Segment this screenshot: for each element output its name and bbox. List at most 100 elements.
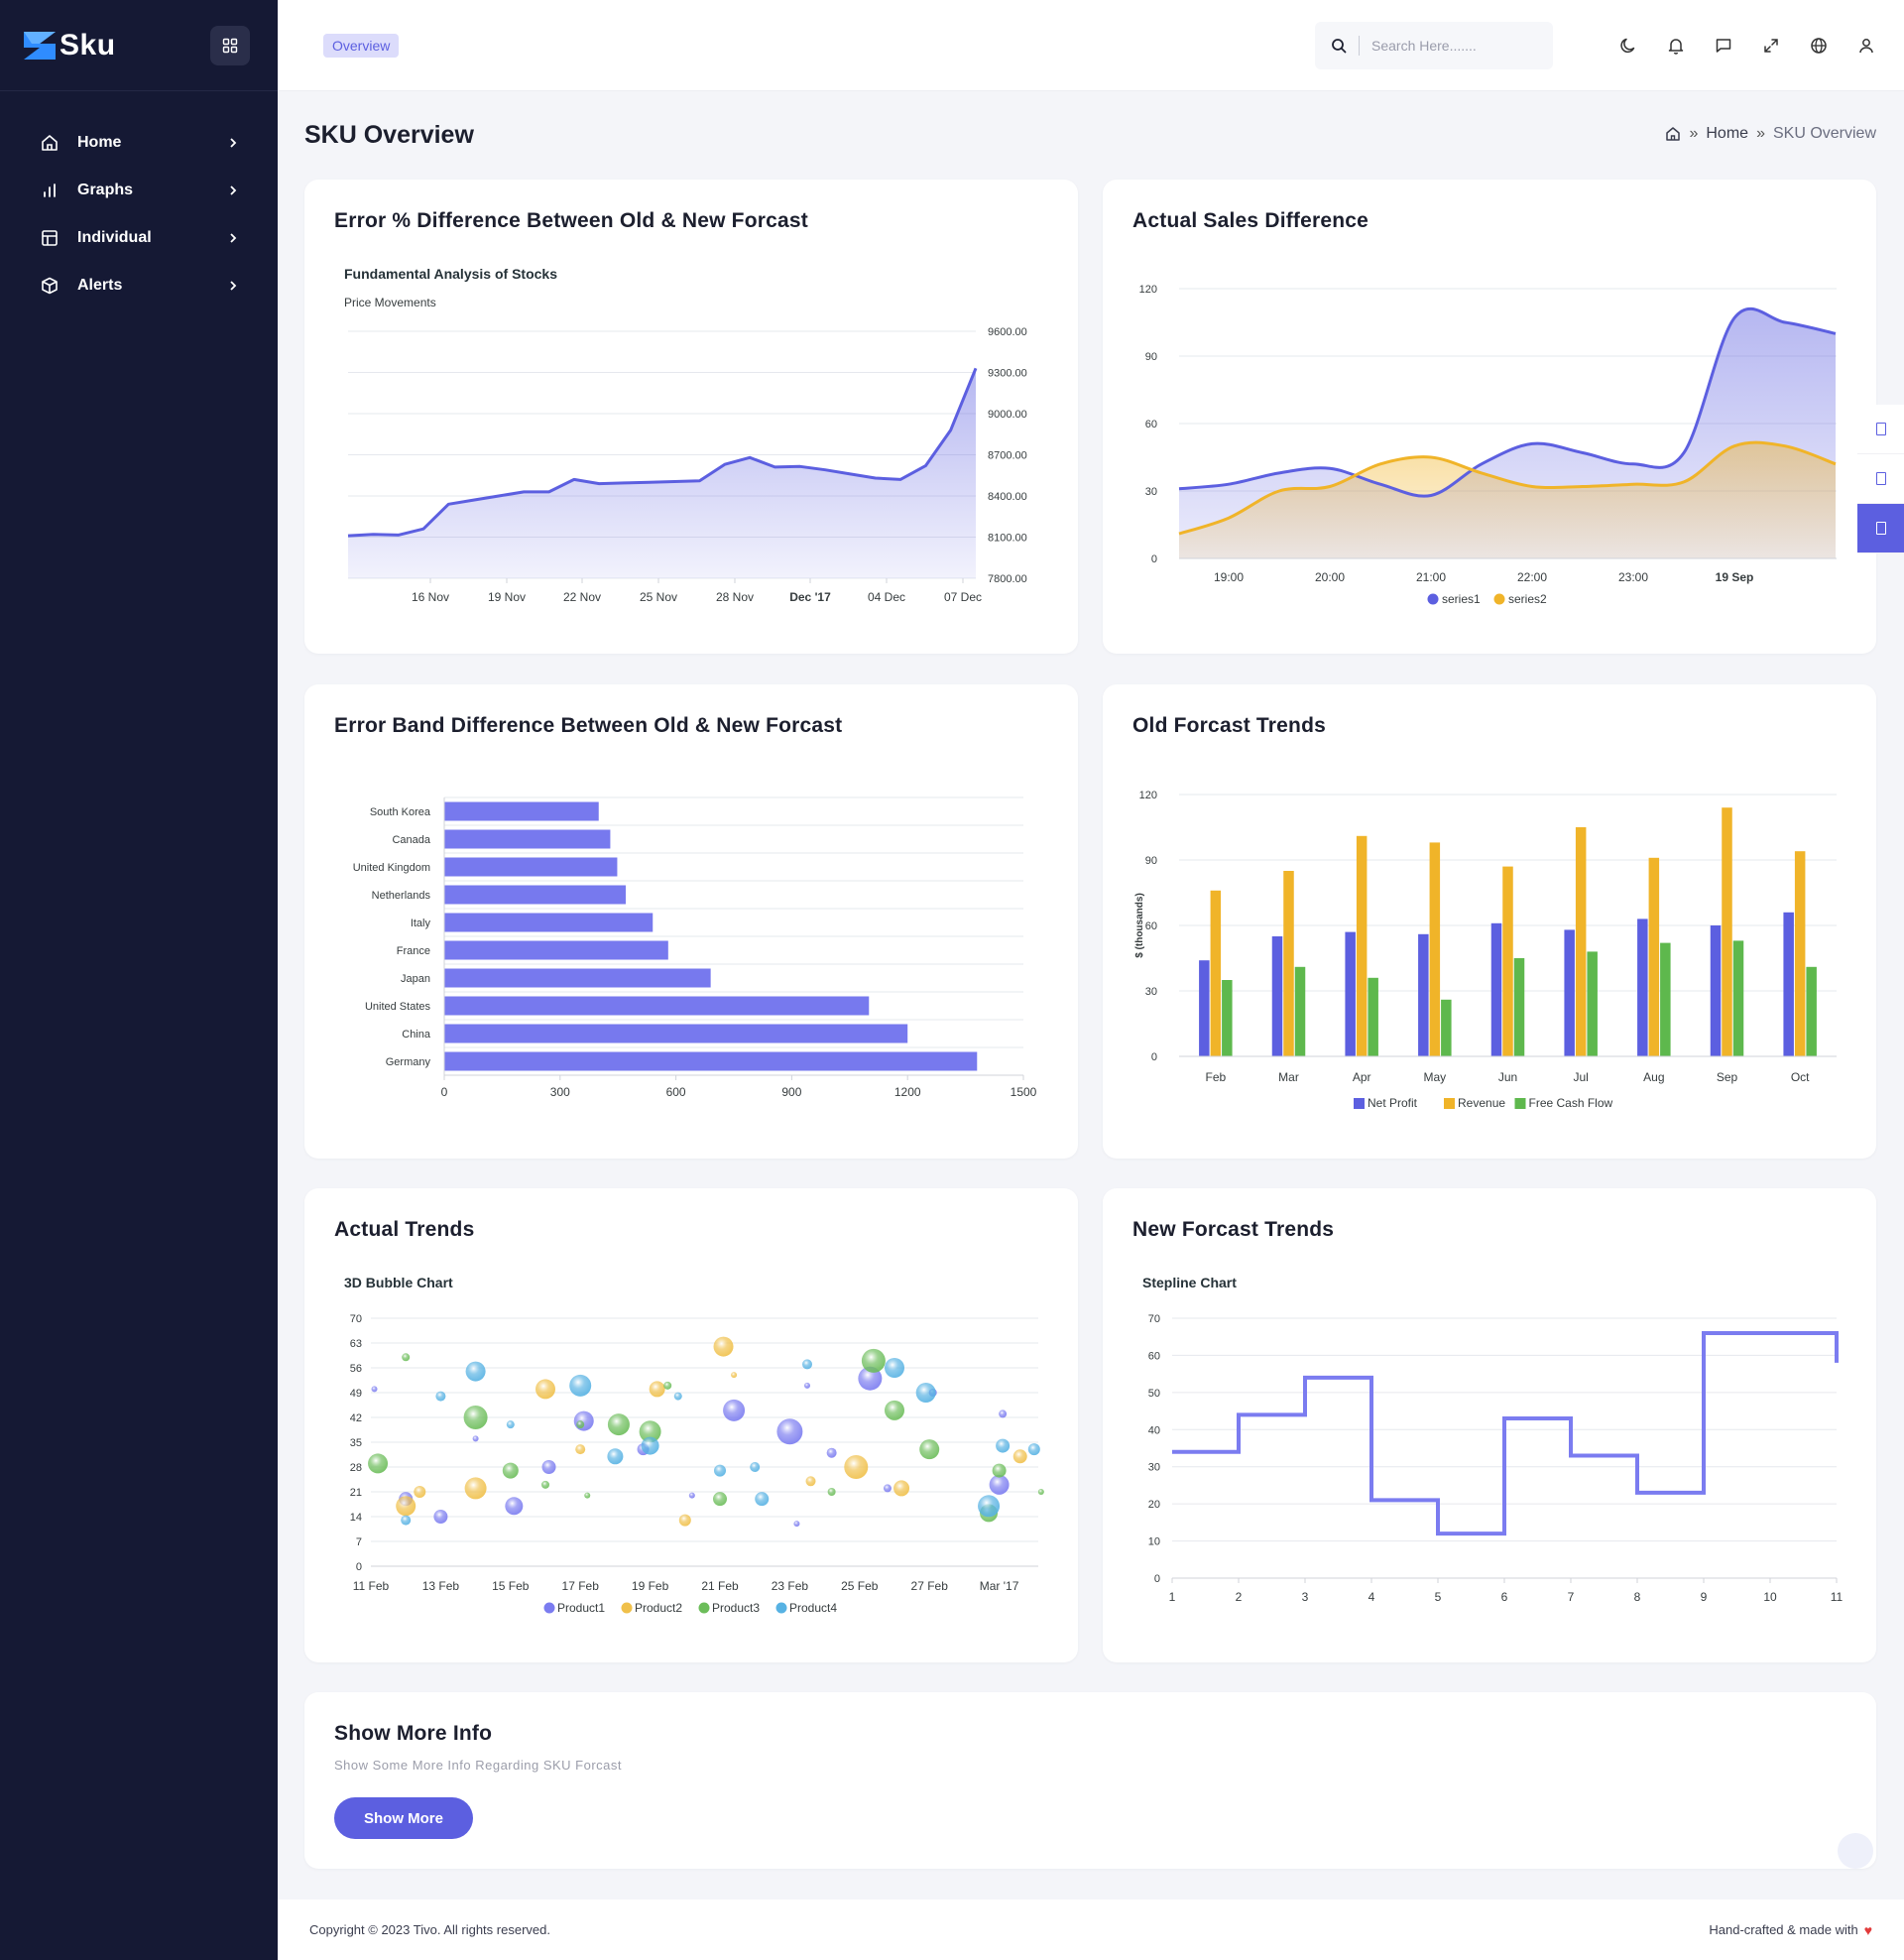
search-icon[interactable] xyxy=(1331,38,1347,54)
y-tick-label: 0 xyxy=(1151,1051,1157,1063)
x-tick-label: 13 Feb xyxy=(422,1579,460,1593)
show-more-button[interactable]: Show More xyxy=(334,1797,473,1839)
y-tick-label: 9300.00 xyxy=(988,368,1027,380)
card-title: Actual Sales Difference xyxy=(1132,209,1369,232)
x-tick-label: 07 Dec xyxy=(944,590,982,604)
bubble xyxy=(1027,1443,1040,1456)
sidebar-item-label: Individual xyxy=(77,229,152,246)
home-icon xyxy=(40,133,60,153)
bubble xyxy=(584,1492,591,1499)
tab-overview[interactable]: Overview xyxy=(323,34,400,58)
card-title: Error % Difference Between Old & New For… xyxy=(334,209,808,232)
legend-marker xyxy=(1354,1098,1365,1109)
bubble xyxy=(607,1413,630,1436)
bubble xyxy=(541,1460,556,1474)
x-tick-label: May xyxy=(1423,1070,1446,1084)
bubble xyxy=(978,1495,1001,1518)
chevron-right-icon xyxy=(230,185,237,195)
bubble xyxy=(465,1361,486,1382)
bubble xyxy=(723,1399,746,1421)
x-tick-label: 19:00 xyxy=(1214,570,1244,584)
bell-icon[interactable] xyxy=(1652,28,1700,63)
sidebar-nav: Home Graphs Individual Alerts xyxy=(0,91,278,309)
user-icon[interactable] xyxy=(1843,28,1890,63)
moon-icon[interactable] xyxy=(1605,28,1652,63)
bubble xyxy=(433,1510,448,1524)
bubble xyxy=(505,1497,524,1516)
y-tick-label: 40 xyxy=(1148,1424,1160,1436)
x-tick-label: 2 xyxy=(1236,1590,1243,1604)
x-tick-label: Apr xyxy=(1353,1070,1371,1084)
bubble xyxy=(371,1386,378,1393)
chat-icon[interactable] xyxy=(1700,28,1747,63)
y-category-label: South Korea xyxy=(370,806,431,818)
bubble xyxy=(858,1366,883,1391)
scroll-top-button[interactable] xyxy=(1838,1833,1873,1869)
copyright-text: Copyright © 2023 Tivo. All rights reserv… xyxy=(309,1922,550,1937)
page-icon xyxy=(1875,472,1886,485)
y-tick-label: 70 xyxy=(1148,1313,1160,1325)
breadcrumb-home[interactable]: Home xyxy=(1706,125,1749,142)
y-category-label: France xyxy=(397,945,430,957)
bubble xyxy=(844,1455,869,1479)
y-tick-label: 49 xyxy=(350,1388,362,1400)
bubble xyxy=(861,1348,886,1373)
x-tick-label: 11 xyxy=(1831,1590,1844,1604)
bubble xyxy=(919,1439,940,1460)
legend-marker xyxy=(698,1602,710,1614)
y-tick-label: 70 xyxy=(350,1313,362,1325)
legend-marker xyxy=(775,1602,787,1614)
menu-toggle-button[interactable] xyxy=(210,25,250,65)
legend-label: Product4 xyxy=(789,1601,837,1615)
bubble xyxy=(713,1336,734,1357)
bar xyxy=(1637,919,1648,1056)
bar xyxy=(1783,912,1794,1056)
x-tick-label: 10 xyxy=(1763,1590,1777,1604)
bubble xyxy=(575,1444,586,1455)
bubble-group xyxy=(368,1336,1044,1528)
fullscreen-icon[interactable] xyxy=(1747,28,1795,63)
bubble xyxy=(793,1521,800,1528)
x-tick-label: 1200 xyxy=(894,1085,921,1099)
bar xyxy=(444,1024,908,1043)
bubble xyxy=(435,1391,446,1402)
sidebar-item-individual[interactable]: Individual xyxy=(0,214,278,262)
right-tool-button[interactable] xyxy=(1857,454,1904,504)
x-tick-label: 17 Feb xyxy=(562,1579,600,1593)
card-title: Show More Info xyxy=(334,1722,493,1745)
error-percent-card: Error % Difference Between Old & New For… xyxy=(304,180,1078,654)
card-subtitle: Show Some More Info Regarding SKU Forcas… xyxy=(334,1758,623,1773)
globe-icon[interactable] xyxy=(1795,28,1843,63)
home-icon[interactable] xyxy=(1665,126,1681,142)
x-tick-label: Mar '17 xyxy=(980,1579,1019,1593)
sidebar-item-alerts[interactable]: Alerts xyxy=(0,262,278,309)
bubble xyxy=(607,1448,624,1465)
sidebar-item-home[interactable]: Home xyxy=(0,119,278,167)
series-line xyxy=(347,367,978,538)
bubble xyxy=(893,1480,910,1497)
x-tick-label: 6 xyxy=(1501,1590,1508,1604)
x-tick-label: 300 xyxy=(550,1085,570,1099)
bubble xyxy=(776,1418,803,1445)
x-tick-label: Mar xyxy=(1278,1070,1299,1084)
bubble xyxy=(569,1374,592,1397)
right-tool-button[interactable] xyxy=(1857,405,1904,454)
bubble xyxy=(1012,1449,1027,1464)
search-input[interactable] xyxy=(1359,36,1527,56)
x-tick-label: 600 xyxy=(666,1085,686,1099)
y-tick-label: 30 xyxy=(1145,986,1157,998)
footer: Copyright © 2023 Tivo. All rights reserv… xyxy=(278,1899,1904,1960)
bubble xyxy=(885,1400,904,1420)
bubble xyxy=(414,1486,426,1498)
bubble xyxy=(576,1420,585,1429)
brand-name[interactable]: Sku xyxy=(60,28,116,61)
right-tool-button-active[interactable] xyxy=(1857,504,1904,553)
legend-marker xyxy=(1444,1098,1455,1109)
bar xyxy=(444,968,711,988)
bubble xyxy=(402,1353,411,1362)
bubble xyxy=(502,1462,519,1479)
card-title: Actual Trends xyxy=(334,1218,475,1241)
sidebar-item-graphs[interactable]: Graphs xyxy=(0,167,278,214)
chevron-right-icon xyxy=(230,233,237,243)
legend-marker xyxy=(1493,593,1505,605)
